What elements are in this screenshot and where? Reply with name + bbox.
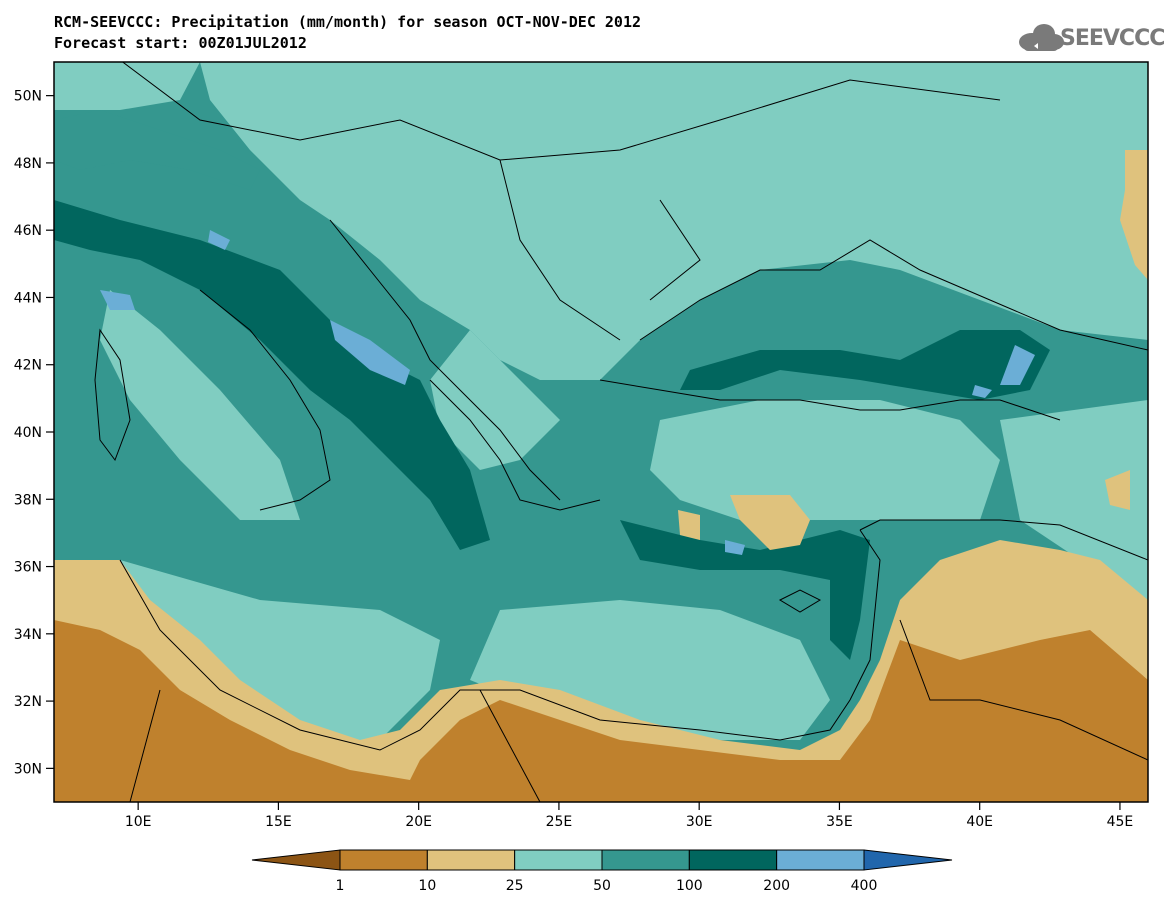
x-tick-label: 45E [1107,814,1134,830]
y-tick-label: 42N [14,358,42,374]
colorbar-under-triangle [251,849,341,871]
y-tick-label: 48N [14,156,42,172]
y-tick-label: 40N [14,425,42,441]
colorbar-level-label: 100 [676,878,703,894]
logo-text: SEEVCCC [1060,26,1165,51]
colorbar-over-triangle [863,849,953,871]
colorbar-level-label: 10 [418,878,436,894]
x-tick-label: 15E [265,814,292,830]
colorbar-level-label: 1 [336,878,345,894]
colorbar-level-label: 400 [851,878,878,894]
seevccc-logo [1019,24,1064,51]
x-tick-label: 20E [405,814,432,830]
x-tick-label: 25E [546,814,573,830]
forecast-start-label: Forecast start: 00Z01JUL2012 [54,34,307,52]
y-tick-label: 46N [14,223,42,239]
precipitation-field [54,62,1148,802]
colorbar-swatch [339,849,428,871]
colorbar-swatch [601,849,690,871]
y-tick-label: 38N [14,492,42,508]
y-tick-label: 32N [14,694,42,710]
colorbar-swatch [688,849,778,871]
x-tick-label: 10E [125,814,152,830]
colorbar: 1 10 25 50 100 200 400 [251,849,953,894]
colorbar-level-label: 200 [763,878,790,894]
x-tick-label: 40E [966,814,993,830]
y-tick-label: 36N [14,560,42,576]
y-tick-label: 34N [14,627,42,643]
x-axis: 10E 15E 20E 25E 30E 35E 40E 45E [125,802,1133,830]
colorbar-swatch [776,849,865,871]
map-title: RCM-SEEVCCC: Precipitation (mm/month) fo… [54,13,641,31]
colorbar-swatch [426,849,516,871]
y-tick-label: 30N [14,761,42,777]
y-axis: 50N 48N 46N 44N 42N 40N 38N 36N 34N 32N 30N [14,89,54,777]
cloud-icon [1019,24,1064,51]
x-tick-label: 30E [686,814,713,830]
colorbar-level-label: 25 [506,878,524,894]
y-tick-label: 50N [14,89,42,105]
y-tick-label: 44N [14,290,42,306]
colorbar-level-label: 50 [593,878,611,894]
x-tick-label: 35E [826,814,853,830]
colorbar-swatch [514,849,603,871]
